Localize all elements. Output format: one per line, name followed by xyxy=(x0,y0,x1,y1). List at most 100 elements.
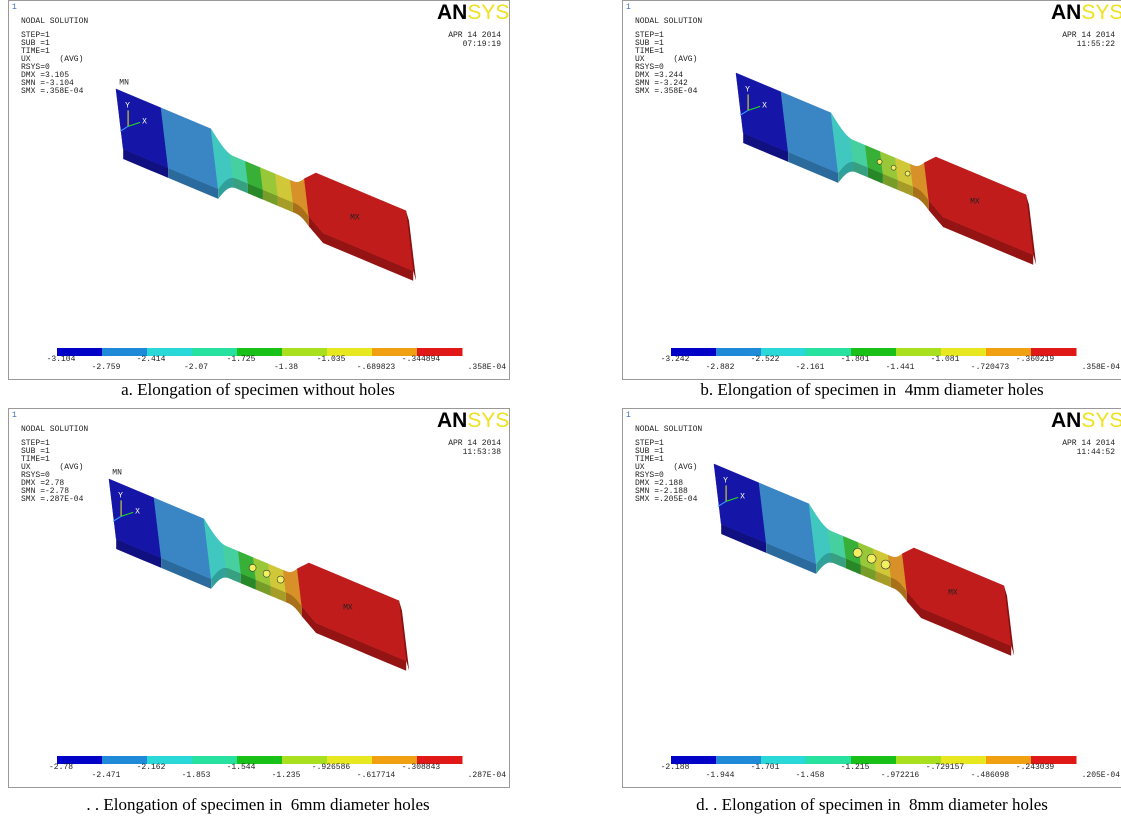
legend-label: -1.38 xyxy=(274,363,298,372)
legend-label: -1.035 xyxy=(317,355,346,364)
legend-label: -2.471 xyxy=(92,771,121,780)
axis-label: X xyxy=(762,101,767,110)
legend-label: -2.882 xyxy=(706,363,735,372)
info-line: SMX =.358E-04 xyxy=(21,87,84,96)
legend-label: -.617714 xyxy=(357,771,396,780)
legend-label: -1.853 xyxy=(182,771,211,780)
logo-part: AN xyxy=(1051,409,1081,432)
date: APR 14 2014 xyxy=(448,439,501,448)
ansys-panel: 1NODAL SOLUTIONSTEP=1SUB =1TIME=1UX (AVG… xyxy=(8,408,510,788)
legend-label: -1.081 xyxy=(931,355,960,364)
max-label: MX xyxy=(948,589,958,598)
hole xyxy=(853,548,862,557)
legend-label: -.243039 xyxy=(1016,763,1055,772)
legend-label: -.360219 xyxy=(1016,355,1055,364)
legend-label: -2.161 xyxy=(796,363,825,372)
legend-label: -1.544 xyxy=(227,763,256,772)
hole xyxy=(905,171,910,176)
legend-label: -3.104 xyxy=(47,355,76,364)
logo-part: AN xyxy=(1051,1,1081,24)
legend-label: -2.759 xyxy=(92,363,121,372)
time: 07:19:19 xyxy=(463,40,502,49)
info-line: SMX =.287E-04 xyxy=(21,495,84,504)
max-label: MX xyxy=(970,198,980,207)
legend-label: -2.07 xyxy=(184,363,208,372)
logo-part: SYS xyxy=(1081,1,1121,24)
axis-label: Y xyxy=(125,101,130,110)
logo-part: AN xyxy=(437,1,467,24)
view-title: NODAL SOLUTION xyxy=(635,425,702,434)
legend-label: -1.215 xyxy=(841,763,870,772)
date: APR 14 2014 xyxy=(1062,439,1115,448)
legend-label: -2.162 xyxy=(137,763,166,772)
logo: ANSYS xyxy=(437,409,509,432)
view-title: NODAL SOLUTION xyxy=(21,17,88,26)
legend-label: .358E-04 xyxy=(468,363,507,372)
hole xyxy=(867,554,876,563)
legend-label: -1.235 xyxy=(272,771,301,780)
axis-label: Y xyxy=(723,476,728,485)
hole xyxy=(877,159,882,164)
legend-label: .358E-04 xyxy=(1082,363,1121,372)
max-label: MX xyxy=(350,214,360,223)
legend-label: -2.188 xyxy=(661,763,690,772)
legend-label: -1.441 xyxy=(886,363,915,372)
hole xyxy=(263,570,270,577)
hole xyxy=(277,576,284,583)
legend-label: -2.414 xyxy=(137,355,166,364)
logo: ANSYS xyxy=(1051,409,1121,432)
hole xyxy=(881,560,890,569)
legend-label: -2.78 xyxy=(49,763,73,772)
legend-label: -.729157 xyxy=(926,763,965,772)
ansys-view: 1NODAL SOLUTIONSTEP=1SUB =1TIME=1UX (AVG… xyxy=(9,409,509,787)
legend-label: -1.944 xyxy=(706,771,735,780)
legend-label: .287E-04 xyxy=(468,771,507,780)
view-title: NODAL SOLUTION xyxy=(635,17,702,26)
caption: a. Elongation of specimen without holes xyxy=(0,380,538,400)
legend-label: -1.801 xyxy=(841,355,870,364)
time: 11:53:38 xyxy=(463,448,502,457)
logo: ANSYS xyxy=(1051,1,1121,24)
legend-label: -.972216 xyxy=(881,771,920,780)
legend-label: .205E-04 xyxy=(1082,771,1121,780)
legend-label: -.720473 xyxy=(971,363,1010,372)
ansys-view: 1NODAL SOLUTIONSTEP=1SUB =1TIME=1UX (AVG… xyxy=(623,1,1121,379)
axis-label: X xyxy=(740,492,745,501)
view-title: NODAL SOLUTION xyxy=(21,425,88,434)
legend-label: -.308843 xyxy=(402,763,441,772)
axis-label: Y xyxy=(745,85,750,94)
legend-label: -.689823 xyxy=(357,363,396,372)
min-label: MN xyxy=(119,79,129,88)
legend-label: -3.242 xyxy=(661,355,690,364)
axis-label: Y xyxy=(118,491,123,500)
corner-number: 1 xyxy=(12,3,17,12)
corner-number: 1 xyxy=(626,3,631,12)
ansys-panel: 1NODAL SOLUTIONSTEP=1SUB =1TIME=1UX (AVG… xyxy=(622,0,1121,380)
time: 11:55:22 xyxy=(1077,40,1116,49)
max-label: MX xyxy=(343,604,353,613)
date: APR 14 2014 xyxy=(448,31,501,40)
logo-part: AN xyxy=(437,409,467,432)
caption: d. . Elongation of specimen in 8mm diame… xyxy=(592,795,1121,815)
logo-part: SYS xyxy=(1081,409,1121,432)
legend-label: -1.701 xyxy=(751,763,780,772)
caption: . . Elongation of specimen in 6mm diamet… xyxy=(0,795,538,815)
caption: b. Elongation of specimen in 4mm diamete… xyxy=(592,380,1121,400)
logo-part: SYS xyxy=(467,409,509,432)
legend-label: -.344894 xyxy=(402,355,441,364)
date: APR 14 2014 xyxy=(1062,31,1115,40)
time: 11:44:52 xyxy=(1077,448,1116,457)
legend-label: -.926586 xyxy=(312,763,351,772)
page: {"panels": [ {"corner": "1", "title": "N… xyxy=(0,0,1121,817)
info-line: SMX =.205E-04 xyxy=(635,495,698,504)
legend-label: -2.522 xyxy=(751,355,780,364)
hole xyxy=(891,165,896,170)
logo-part: SYS xyxy=(467,1,509,24)
logo: ANSYS xyxy=(437,1,509,24)
corner-number: 1 xyxy=(12,411,17,420)
corner-number: 1 xyxy=(626,411,631,420)
legend-label: -.486098 xyxy=(971,771,1010,780)
